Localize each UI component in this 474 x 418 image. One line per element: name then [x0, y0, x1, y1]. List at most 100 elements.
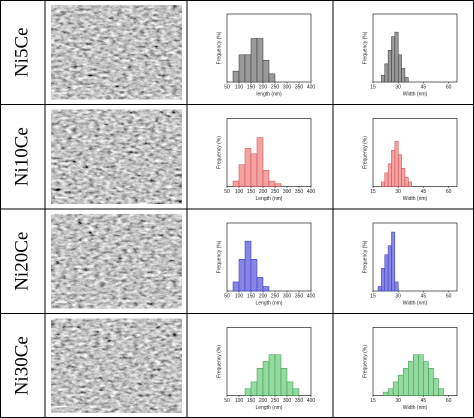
row-label: Ni20Ce — [11, 232, 32, 291]
bar — [394, 31, 399, 83]
x-tick-label: 150 — [247, 84, 256, 90]
plot-frame — [372, 222, 458, 292]
x-tick-label: 30 — [395, 189, 401, 195]
x-tick-label: 100 — [235, 398, 244, 404]
x-tick-label: 60 — [446, 84, 452, 90]
bar — [250, 153, 258, 187]
x-tick-label: 100 — [235, 189, 244, 195]
bar — [381, 181, 386, 187]
bar — [391, 36, 396, 83]
bar — [397, 374, 404, 396]
bar — [387, 163, 392, 187]
scale-bar — [55, 301, 67, 303]
x-tick-label: 60 — [446, 189, 452, 195]
scale-bar — [55, 92, 67, 94]
bar — [238, 54, 246, 83]
x-tick-label: 350 — [295, 293, 304, 299]
y-axis-label: Frequency (%) — [362, 345, 368, 378]
x-axis-label: Width (nm) — [403, 196, 428, 202]
x-tick-label: 400 — [307, 189, 316, 195]
bar — [397, 54, 402, 83]
bar — [402, 368, 409, 396]
x-axis-label: Length (nm) — [256, 196, 283, 202]
x-tick-label: 30 — [395, 84, 401, 90]
bar — [244, 388, 252, 396]
x-tick-label: 300 — [283, 293, 292, 299]
bar — [413, 354, 419, 396]
x-tick-label: 250 — [271, 84, 280, 90]
bar — [268, 354, 276, 396]
row-label: Ni30Ce — [11, 336, 32, 395]
bar — [401, 68, 406, 83]
bar — [381, 268, 386, 292]
bar — [292, 388, 300, 396]
bar — [392, 381, 399, 396]
bar — [387, 50, 392, 83]
bar — [232, 180, 240, 187]
x-tick-label: 150 — [247, 293, 256, 299]
bar — [286, 381, 294, 396]
y-axis-label: Frequency (%) — [216, 240, 222, 273]
bar — [262, 169, 270, 187]
bar — [391, 149, 396, 187]
x-axis-label: Length (nm) — [256, 300, 283, 306]
x-tick-label: 200 — [259, 398, 268, 404]
bar — [384, 172, 389, 187]
sem-image — [51, 318, 182, 413]
x-tick-label: 50 — [224, 189, 230, 195]
x-tick-label: 45 — [421, 189, 427, 195]
bar — [232, 281, 240, 292]
x-tick-label: 60 — [446, 398, 452, 404]
x-tick-label: 60 — [446, 293, 452, 299]
x-tick-label: 15 — [370, 189, 376, 195]
x-tick-label: 15 — [370, 398, 376, 404]
bar — [384, 63, 389, 83]
x-tick-label: 15 — [370, 84, 376, 90]
x-tick-label: 50 — [224, 84, 230, 90]
bar — [238, 164, 246, 187]
bar — [382, 391, 389, 396]
bar — [394, 281, 399, 292]
bar — [250, 381, 258, 396]
sem-image — [51, 109, 182, 204]
x-tick-label: 30 — [395, 293, 401, 299]
y-axis-label: Frequency (%) — [216, 136, 222, 169]
bar — [244, 54, 252, 83]
bar — [256, 137, 264, 187]
x-tick-label: 350 — [295, 84, 304, 90]
bar — [438, 388, 444, 396]
bar — [423, 361, 429, 396]
bar — [274, 183, 282, 187]
x-tick-label: 50 — [224, 398, 230, 404]
bar — [381, 74, 386, 83]
bar — [384, 254, 389, 292]
x-tick-label: 45 — [421, 398, 427, 404]
sem-image — [51, 5, 182, 100]
scale-bar — [55, 406, 67, 408]
bar — [256, 277, 264, 292]
x-tick-label: 45 — [421, 293, 427, 299]
row-label: Ni5Ce — [11, 27, 32, 77]
y-axis-label: Frequency (%) — [216, 31, 222, 64]
bar — [408, 361, 414, 396]
x-tick-label: 250 — [271, 398, 280, 404]
bar — [433, 378, 439, 396]
bar — [256, 368, 264, 396]
x-tick-label: 150 — [247, 398, 256, 404]
bar — [428, 368, 434, 396]
x-axis-label: length (nm) — [256, 91, 282, 97]
bar — [262, 59, 270, 83]
x-tick-label: 300 — [283, 398, 292, 404]
x-tick-label: 100 — [235, 84, 244, 90]
bar — [268, 73, 276, 83]
y-axis-label: Frequency (%) — [362, 136, 368, 169]
bar — [238, 259, 246, 292]
x-axis-label: Width (nm) — [403, 91, 428, 97]
bar — [256, 38, 264, 83]
x-tick-label: 250 — [271, 189, 280, 195]
bar — [387, 245, 392, 292]
x-tick-label: 300 — [283, 189, 292, 195]
bar — [262, 286, 270, 292]
bar — [244, 240, 252, 292]
x-tick-label: 30 — [395, 398, 401, 404]
